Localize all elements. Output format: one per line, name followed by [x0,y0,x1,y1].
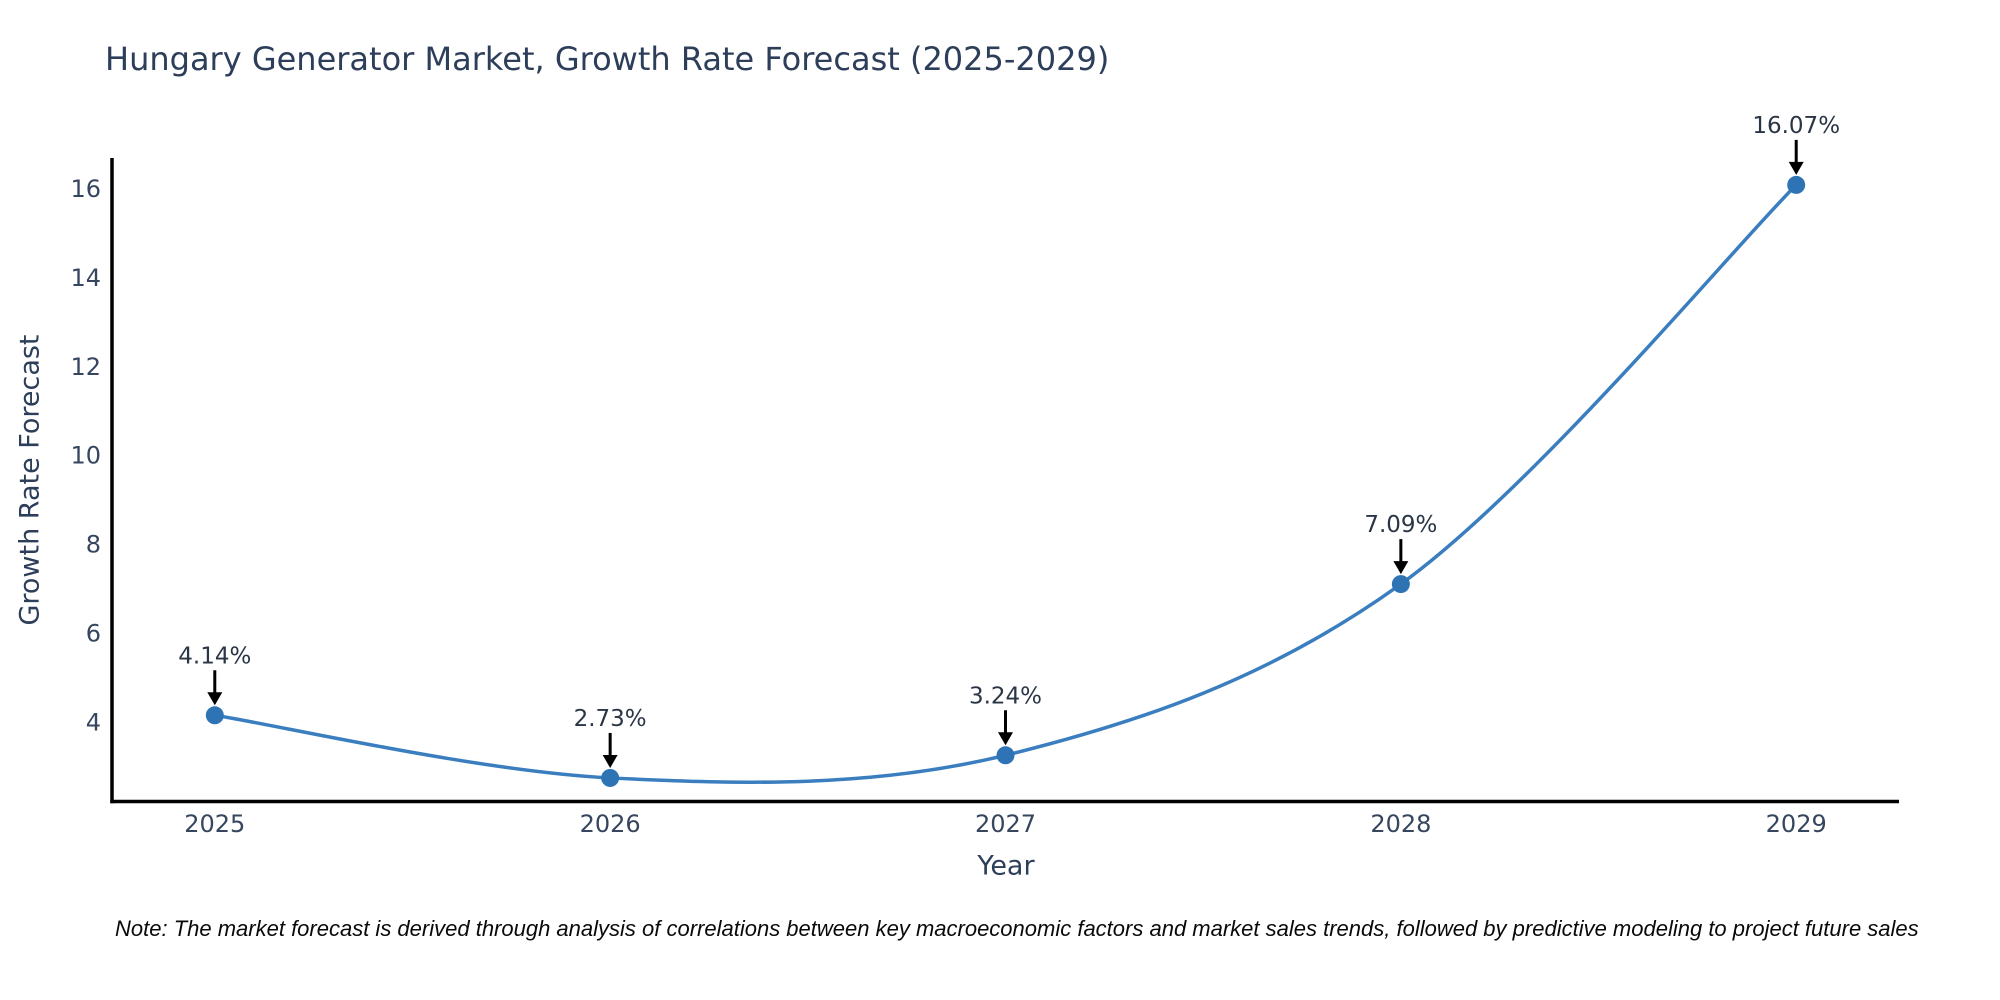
y-tick-label: 14 [70,264,101,292]
annotation-arrow-head [998,732,1013,746]
footnote: Note: The market forecast is derived thr… [115,916,1919,941]
x-tick-label: 2028 [1370,810,1431,838]
data-point-marker [601,768,620,787]
x-tick-label: 2027 [975,810,1036,838]
data-point-label: 2.73% [574,706,647,732]
data-point-label: 3.24% [969,683,1042,709]
annotation-arrow-head [207,692,223,706]
annotation-arrow-head [602,754,618,768]
annotation-arrow-head [1393,561,1409,575]
data-point-marker [996,746,1015,765]
chart-title: Hungary Generator Market, Growth Rate Fo… [105,40,1110,78]
data-point-label: 16.07% [1752,113,1840,139]
data-point-marker [1787,175,1806,194]
forecast-line [213,183,1798,784]
data-point-label: 4.14% [178,643,251,669]
x-tick-label: 2025 [184,810,245,838]
x-tick-label: 2029 [1766,810,1827,838]
data-point-marker [205,706,224,725]
y-tick-label: 4 [86,708,101,736]
annotation-arrow-head [1788,161,1804,175]
data-point-marker [1391,575,1410,594]
y-axis-title: Growth Rate Forecast [14,334,46,626]
data-point-label: 7.09% [1364,512,1437,538]
y-tick-label: 16 [70,175,101,203]
y-tick-label: 6 [86,620,101,648]
y-tick-label: 12 [70,353,101,381]
y-tick-label: 10 [70,442,101,470]
x-axis-title: Year [977,850,1035,882]
x-tick-label: 2026 [580,810,641,838]
y-tick-label: 8 [86,531,101,559]
